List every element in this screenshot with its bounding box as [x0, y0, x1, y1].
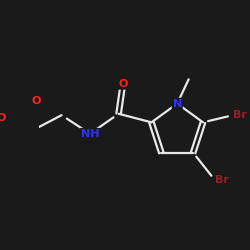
Text: O: O	[118, 79, 128, 89]
Text: O: O	[0, 113, 6, 123]
Text: N: N	[172, 98, 182, 108]
Text: O: O	[31, 96, 40, 106]
Text: Br: Br	[214, 175, 228, 185]
Text: NH: NH	[81, 129, 99, 139]
Text: Br: Br	[233, 110, 247, 120]
